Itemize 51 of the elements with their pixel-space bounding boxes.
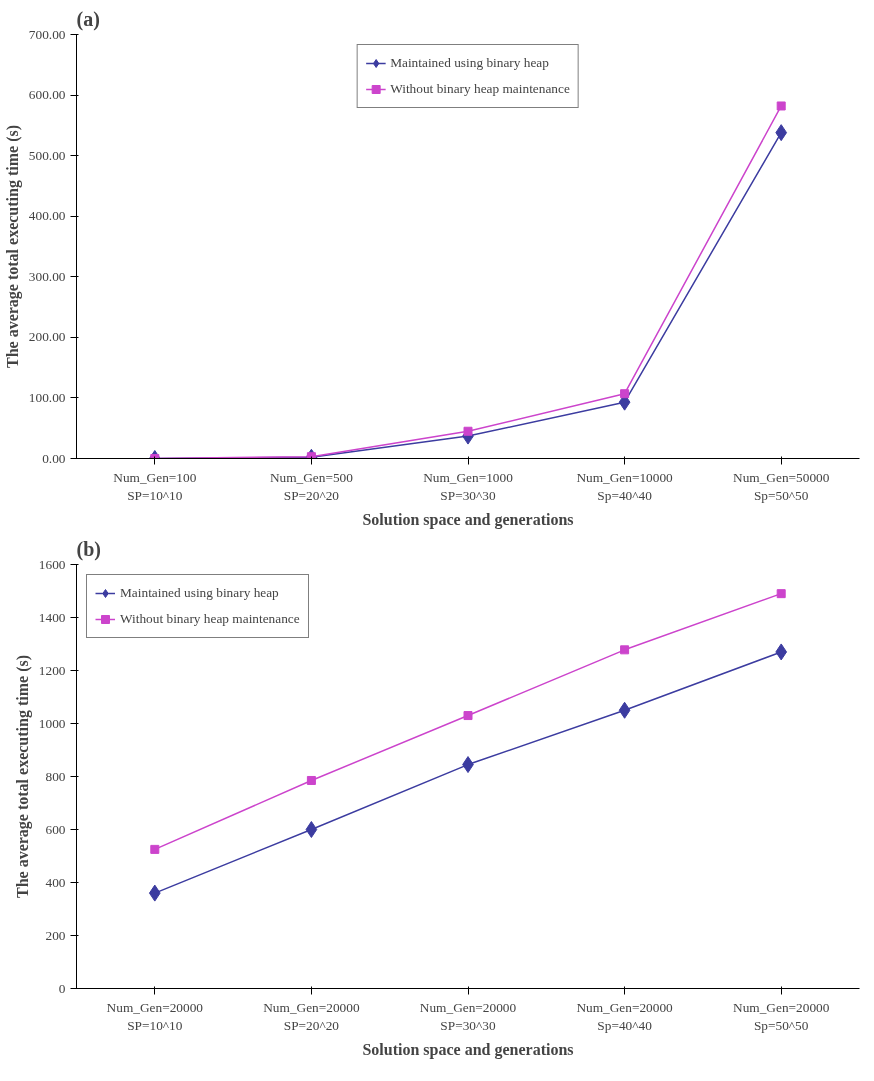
point — [305, 821, 318, 838]
y-tick-label: 700.00 — [28, 26, 66, 42]
point — [618, 701, 631, 719]
y-tick-label: 600.00 — [28, 87, 66, 103]
y-tick-label: 100.00 — [28, 389, 66, 405]
x-tick-label: Num_Gen=20000 Sp=50^50 — [733, 999, 830, 1033]
y-tick-label: 500.00 — [28, 147, 66, 163]
legend-label: Maintained using binary heap — [390, 55, 549, 71]
point — [620, 645, 630, 655]
x-tick-label: Num_Gen=500 SP=20^20 — [269, 469, 354, 503]
y-tick-label: 200 — [45, 927, 66, 943]
y-tick-label: 600 — [45, 821, 66, 837]
y-axis-title: The average total executing time (s) — [3, 124, 22, 369]
point — [775, 124, 788, 142]
legend-label: Without binary heap maintenance — [120, 611, 300, 627]
y-tick-label: 1600 — [38, 556, 66, 572]
x-tick-label: Num_Gen=50000 Sp=50^50 — [733, 469, 830, 503]
y-tick-label: 1400 — [38, 609, 66, 625]
point — [775, 643, 788, 661]
point — [776, 101, 786, 111]
x-tick-label: Num_Gen=20000 SP=20^20 — [263, 999, 360, 1033]
x-tick-label: Num_Gen=20000 SP=10^10 — [106, 999, 204, 1033]
y-axis-title: The average total executing time (s) — [13, 654, 32, 899]
y-tick-label: 1200 — [38, 662, 66, 678]
point — [306, 452, 316, 459]
legend-label: Maintained using binary heap — [120, 585, 279, 601]
x-tick-label: Num_Gen=20000 SP=30^30 — [419, 999, 517, 1033]
point — [148, 884, 161, 902]
y-tick-label: 0.00 — [42, 450, 66, 466]
x-axis-title: Solution space and generations — [362, 1040, 574, 1059]
point — [463, 711, 473, 721]
y-tick-label: 400.00 — [28, 208, 66, 224]
point — [620, 389, 630, 399]
point — [776, 589, 786, 599]
legend-label: Without binary heap maintenance — [390, 81, 570, 97]
y-tick-label: 0 — [58, 980, 66, 996]
x-tick-label: Num_Gen=10000 Sp=40^40 — [576, 469, 674, 503]
y-tick-label: 800 — [45, 768, 66, 784]
chart-title: (b) — [76, 537, 101, 561]
y-tick-label: 300.00 — [28, 268, 66, 284]
x-tick-label: Num_Gen=100 SP=10^10 — [113, 469, 197, 503]
point — [306, 775, 316, 785]
x-tick-label: Num_Gen=20000 Sp=40^40 — [576, 999, 674, 1033]
chart-title: (a) — [76, 7, 100, 31]
y-tick-label: 200.00 — [28, 329, 66, 345]
point — [463, 426, 473, 436]
y-tick-label: 400 — [45, 874, 66, 890]
point — [150, 844, 160, 854]
x-tick-label: Num_Gen=1000 SP=30^30 — [423, 469, 514, 503]
x-axis-title: Solution space and generations — [362, 510, 574, 529]
y-tick-label: 1000 — [38, 715, 66, 731]
